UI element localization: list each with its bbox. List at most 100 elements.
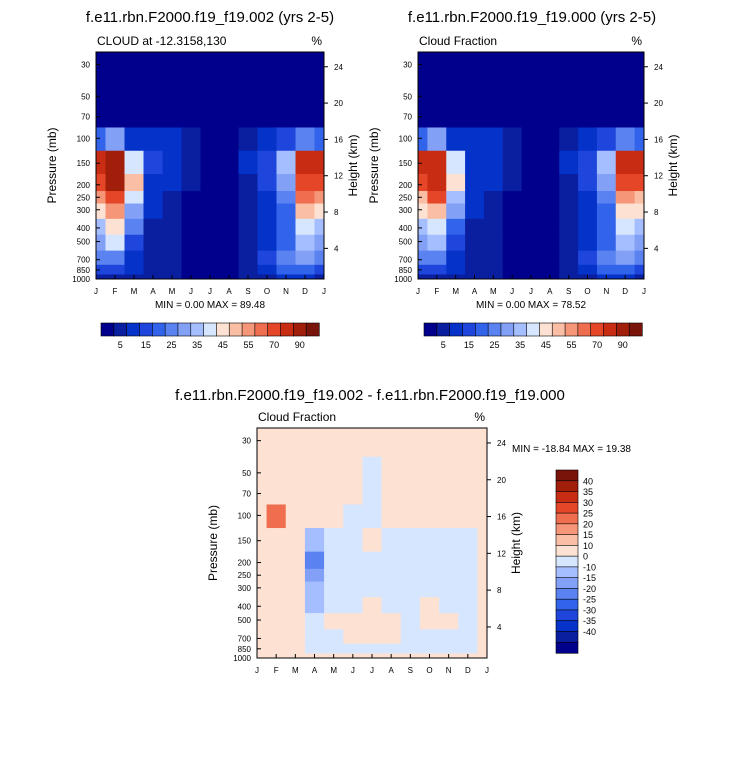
y-tick-label: 700 bbox=[238, 634, 252, 643]
colorbar-label: 15 bbox=[141, 340, 151, 350]
heatmap-cell bbox=[257, 597, 268, 614]
heatmap-cell bbox=[465, 150, 485, 175]
y-right-tick-label: 16 bbox=[654, 135, 663, 144]
heatmap-cell bbox=[285, 581, 306, 598]
heatmap-cell bbox=[559, 106, 579, 128]
heatmap-cell bbox=[521, 234, 541, 252]
heatmap-cell bbox=[238, 203, 258, 220]
heatmap-cell bbox=[324, 568, 344, 583]
heatmap-cell bbox=[314, 127, 325, 152]
heatmap-cell bbox=[143, 250, 163, 266]
heatmap-cell bbox=[427, 80, 447, 107]
heatmap-cell bbox=[219, 203, 239, 220]
y-right-tick-label: 24 bbox=[497, 439, 506, 448]
heatmap-cell bbox=[276, 191, 296, 205]
y-right-tick-label: 20 bbox=[497, 476, 506, 485]
heatmap-cell bbox=[615, 106, 636, 128]
x-tick-label: A bbox=[472, 287, 478, 296]
x-tick-label: D bbox=[622, 287, 628, 296]
heatmap-cell bbox=[596, 203, 617, 220]
heatmap-cell bbox=[257, 581, 268, 598]
heatmap-cell bbox=[400, 551, 421, 570]
y-right-tick-label: 12 bbox=[334, 172, 343, 181]
heatmap-cell bbox=[238, 174, 258, 192]
heatmap-cell bbox=[162, 203, 182, 220]
heatmap-cell bbox=[483, 264, 504, 275]
heatmap-cell bbox=[238, 127, 258, 152]
heatmap-cell bbox=[96, 218, 106, 236]
colorbar-swatch bbox=[555, 469, 579, 482]
y-tick-label: 850 bbox=[77, 266, 91, 275]
colorbar-label: 70 bbox=[269, 340, 279, 350]
heatmap-cell bbox=[419, 568, 440, 583]
colorbar-swatch bbox=[280, 322, 294, 337]
heatmap-cell bbox=[219, 218, 239, 236]
heatmap-cell bbox=[559, 127, 579, 152]
heatmap-cell bbox=[181, 174, 201, 192]
heatmap-cell bbox=[596, 127, 617, 152]
heatmap-cell bbox=[465, 218, 485, 236]
colorbar-label: 90 bbox=[295, 340, 305, 350]
heatmap-cell bbox=[458, 428, 478, 458]
heatmap-cell bbox=[257, 203, 277, 220]
y-right-tick-label: 12 bbox=[654, 172, 663, 181]
y-tick-label: 250 bbox=[77, 193, 91, 202]
colorbar-label: -25 bbox=[583, 595, 596, 605]
heatmap-cell bbox=[419, 581, 440, 598]
heatmap-cell bbox=[477, 551, 488, 570]
heatmap-cell bbox=[483, 218, 504, 236]
heatmap-cell bbox=[559, 264, 579, 275]
heatmap-cell bbox=[285, 597, 306, 614]
colorbar-swatch bbox=[462, 322, 476, 337]
heatmap-cell bbox=[304, 613, 325, 630]
heatmap-cell bbox=[362, 483, 383, 505]
x-tick-label: J bbox=[642, 287, 646, 296]
heatmap-cell bbox=[419, 551, 440, 570]
heatmap-cell bbox=[200, 203, 220, 220]
heatmap-cell bbox=[502, 250, 523, 266]
heatmap-cell bbox=[314, 150, 325, 175]
heatmap-cell bbox=[219, 80, 239, 107]
heatmap-cell bbox=[427, 150, 447, 175]
colorbar-swatch bbox=[603, 322, 617, 337]
colorbar-label: 55 bbox=[243, 340, 253, 350]
heatmap-cell bbox=[381, 428, 402, 458]
heatmap-cell bbox=[276, 218, 296, 236]
heatmap-cell bbox=[304, 597, 325, 614]
heatmap-cell bbox=[439, 456, 459, 484]
heatmap-cell bbox=[465, 80, 485, 107]
heatmap-cell bbox=[439, 643, 459, 654]
heatmap-cell bbox=[295, 234, 315, 252]
heatmap-cell bbox=[458, 456, 478, 484]
heatmap-cell bbox=[483, 106, 504, 128]
heatmap-cell bbox=[124, 106, 144, 128]
heatmap-cell bbox=[477, 597, 488, 614]
heatmap-cell bbox=[483, 203, 504, 220]
heatmap-cell bbox=[324, 551, 344, 570]
chart-title: f.e11.rbn.F2000.f19_f19.002 (yrs 2-5) bbox=[86, 9, 334, 26]
heatmap-cell bbox=[257, 264, 277, 275]
heatmap-cell bbox=[324, 613, 344, 630]
heatmap-cell bbox=[200, 174, 220, 192]
heatmap-cell bbox=[314, 203, 325, 220]
min-max-stats: MIN = 0.00 MAX = 78.52 bbox=[476, 300, 586, 311]
x-tick-label: A bbox=[312, 666, 318, 675]
heatmap-cell bbox=[381, 483, 402, 505]
heatmap-cell bbox=[465, 191, 485, 205]
heatmap-cell bbox=[502, 203, 523, 220]
heatmap-cell bbox=[400, 483, 421, 505]
colorbar-swatch bbox=[555, 631, 579, 643]
heatmap-cell bbox=[105, 52, 125, 81]
y-tick-label: 500 bbox=[399, 238, 413, 247]
heatmap-cell bbox=[381, 551, 402, 570]
heatmap-cell bbox=[124, 80, 144, 107]
heatmap-cell bbox=[477, 613, 488, 630]
heatmap-cell bbox=[162, 127, 182, 152]
heatmap-cell bbox=[257, 234, 277, 252]
colorbar-label: 45 bbox=[541, 340, 551, 350]
x-tick-label: O bbox=[584, 287, 590, 296]
heatmap-cell bbox=[314, 250, 325, 266]
y-tick-label: 1000 bbox=[394, 275, 412, 284]
heatmap-cell bbox=[295, 150, 315, 175]
chart-title: f.e11.rbn.F2000.f19_f19.000 (yrs 2-5) bbox=[408, 9, 656, 26]
